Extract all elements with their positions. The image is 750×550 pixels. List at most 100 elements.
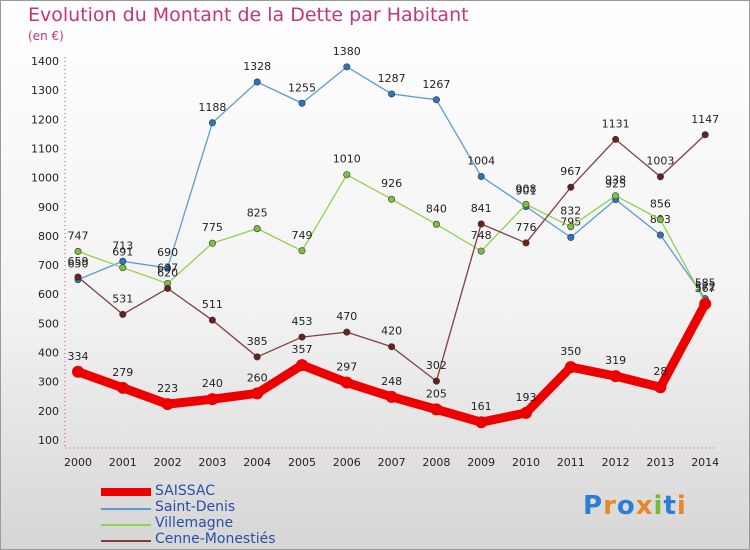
data-point <box>343 171 351 179</box>
data-point <box>388 195 396 203</box>
data-point <box>475 416 488 429</box>
data-label: 28 <box>653 365 667 378</box>
x-tick-label: 2014 <box>691 456 719 469</box>
y-tick-label: 300 <box>38 376 59 389</box>
data-point <box>388 90 396 98</box>
data-label: 775 <box>202 221 223 234</box>
data-label: 279 <box>112 366 133 379</box>
x-tick-label: 2001 <box>109 456 137 469</box>
data-label: 319 <box>605 354 626 367</box>
x-tick-label: 2010 <box>512 456 540 469</box>
data-point <box>567 183 575 191</box>
data-point <box>567 223 575 231</box>
data-label: 420 <box>381 325 402 338</box>
logo-letter: o <box>616 491 636 521</box>
legend-label: SAISSAC <box>155 483 215 499</box>
logo-letter: x <box>635 491 654 521</box>
data-label: 795 <box>560 215 581 228</box>
data-point <box>74 247 82 255</box>
x-tick-label: 2003 <box>198 456 226 469</box>
y-tick-label: 1200 <box>31 113 59 126</box>
data-point <box>567 233 575 241</box>
x-tick-label: 2005 <box>288 456 316 469</box>
y-tick-label: 500 <box>38 317 59 330</box>
data-label: 1380 <box>333 45 361 58</box>
data-label: 453 <box>292 315 313 328</box>
legend-swatch <box>101 508 151 510</box>
x-tick-label: 2006 <box>333 456 361 469</box>
data-label: 691 <box>112 246 133 259</box>
x-tick-label: 2004 <box>243 456 271 469</box>
legend-swatch <box>101 524 151 526</box>
data-label: 825 <box>247 207 268 220</box>
data-label: 659 <box>68 255 89 268</box>
data-point <box>119 310 127 318</box>
data-point <box>161 398 174 411</box>
data-label: 1010 <box>333 153 361 166</box>
data-label: 1328 <box>243 60 271 73</box>
data-label: 748 <box>471 229 492 242</box>
data-point <box>208 239 216 247</box>
data-label: 938 <box>605 174 626 187</box>
data-point <box>119 257 127 265</box>
x-tick-label: 2002 <box>154 456 182 469</box>
data-point <box>253 353 261 361</box>
data-label: 260 <box>247 371 268 384</box>
data-point <box>164 284 172 292</box>
data-label: 1003 <box>646 155 674 168</box>
data-point <box>298 247 306 255</box>
data-label: 350 <box>560 345 581 358</box>
data-point <box>119 264 127 272</box>
x-tick-label: 2009 <box>467 456 495 469</box>
data-point <box>654 381 667 394</box>
chart-title: Evolution du Montant de la Dette par Hab… <box>28 4 469 26</box>
data-point <box>74 273 82 281</box>
x-tick-label: 2013 <box>646 456 674 469</box>
data-label: 690 <box>157 246 178 259</box>
data-point <box>72 365 84 378</box>
data-label: 223 <box>157 382 178 395</box>
data-label: 357 <box>292 343 313 356</box>
data-point <box>656 216 664 224</box>
logo-letter: r <box>603 491 617 521</box>
data-label: 620 <box>157 266 178 279</box>
y-tick-label: 1000 <box>31 172 59 185</box>
data-label: 531 <box>112 292 133 305</box>
x-tick-label: 2012 <box>602 456 630 469</box>
data-point <box>298 333 306 341</box>
chart-unit: (en €) <box>28 29 64 43</box>
series-line-villemagne <box>77 174 706 303</box>
data-point <box>432 220 440 228</box>
data-point <box>520 406 532 419</box>
data-label: 1188 <box>198 101 226 114</box>
data-point <box>388 343 396 351</box>
data-label: 585 <box>695 277 716 290</box>
legend-label: Saint-Denis <box>155 499 236 515</box>
data-point <box>298 99 306 107</box>
x-tick-label: 2011 <box>557 456 585 469</box>
logo-letter: t <box>663 491 677 521</box>
y-tick-label: 1300 <box>31 84 59 97</box>
data-label: 926 <box>381 177 402 190</box>
data-label: 749 <box>292 229 313 242</box>
data-point <box>564 361 577 374</box>
y-tick-label: 200 <box>38 405 59 418</box>
x-tick-label: 2008 <box>422 456 450 469</box>
data-label: 193 <box>516 391 537 404</box>
data-label: 901 <box>516 184 537 197</box>
data-point <box>208 119 216 127</box>
data-label: 205 <box>426 387 447 400</box>
data-label: 776 <box>516 221 537 234</box>
logo-letter: P <box>583 491 604 521</box>
data-label: 925 <box>605 177 626 190</box>
data-point <box>477 220 485 228</box>
data-label: 334 <box>68 350 89 363</box>
data-point <box>343 63 351 71</box>
data-point <box>612 192 620 200</box>
data-label: 470 <box>336 310 357 323</box>
legend-label: Villemagne <box>155 515 234 531</box>
data-point <box>296 359 308 372</box>
data-point <box>164 264 172 272</box>
